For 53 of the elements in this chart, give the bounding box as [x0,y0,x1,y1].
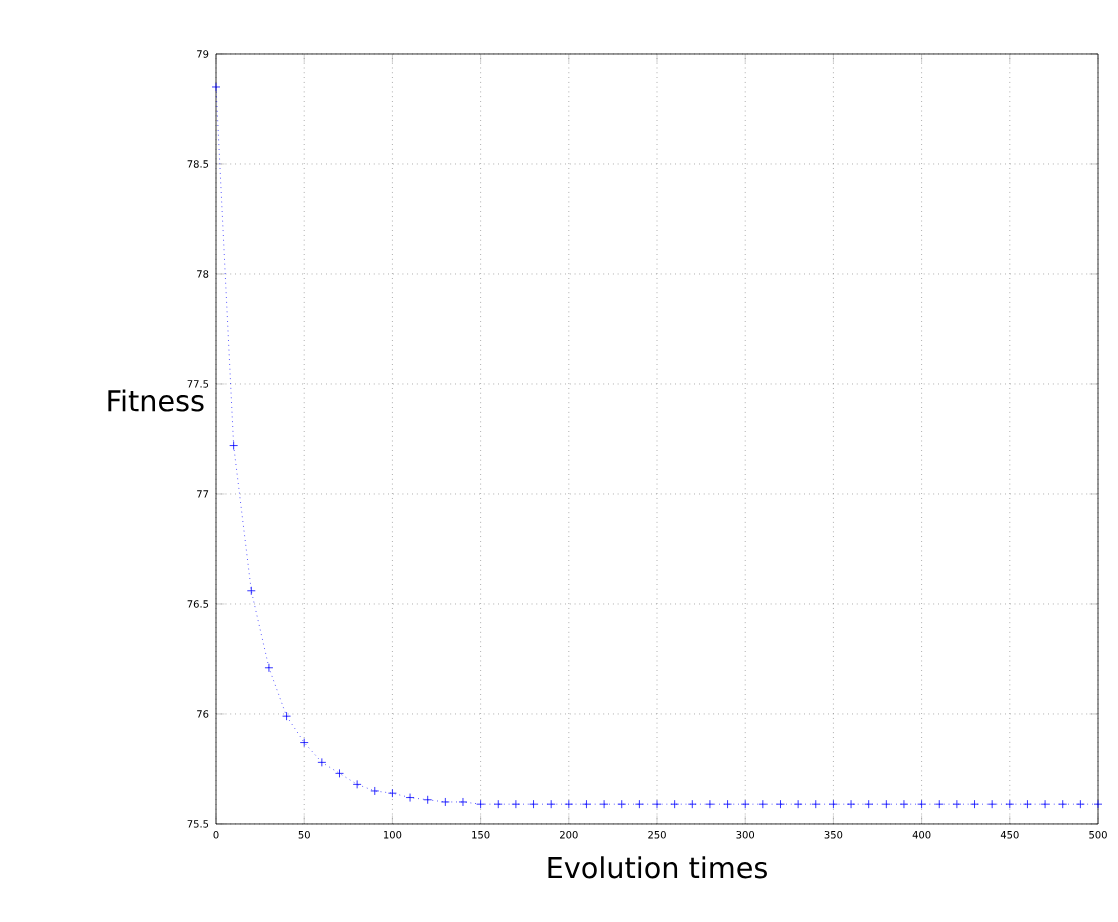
point [634,799,644,809]
point [670,799,680,809]
point [1040,799,1050,809]
point [740,799,750,809]
point [388,788,397,798]
point [440,797,450,807]
point [758,799,768,809]
point [1023,799,1032,809]
point [476,799,486,809]
point [846,799,856,809]
point [529,799,538,809]
point [652,799,662,809]
point [987,799,997,809]
point [246,586,256,596]
x-axis-title: Evolution times [548,856,767,879]
point [1093,799,1103,809]
point [458,797,468,807]
point [564,799,574,809]
point [899,799,909,809]
point [335,768,344,778]
point [282,711,291,721]
point [705,799,715,809]
point [493,799,503,809]
point [229,441,239,450]
point [776,799,785,809]
point [829,799,838,809]
point [317,757,327,767]
y-axis-title: Fitness [108,389,204,412]
point [811,799,821,809]
point [1075,799,1085,809]
point [546,799,556,809]
point [687,799,697,809]
point [970,799,979,809]
point [511,799,521,809]
point [881,799,891,809]
point [1005,799,1015,809]
point [423,795,433,805]
point [582,799,591,809]
point [1058,799,1068,809]
point [917,799,927,809]
point [211,82,221,92]
point [723,799,732,809]
point [352,779,362,789]
point [934,799,944,809]
point [617,799,627,809]
point [370,786,380,796]
point [299,738,309,747]
point [952,799,962,809]
point [793,799,803,809]
point [405,793,415,802]
point [264,663,274,673]
point [864,799,874,809]
point [599,799,609,809]
